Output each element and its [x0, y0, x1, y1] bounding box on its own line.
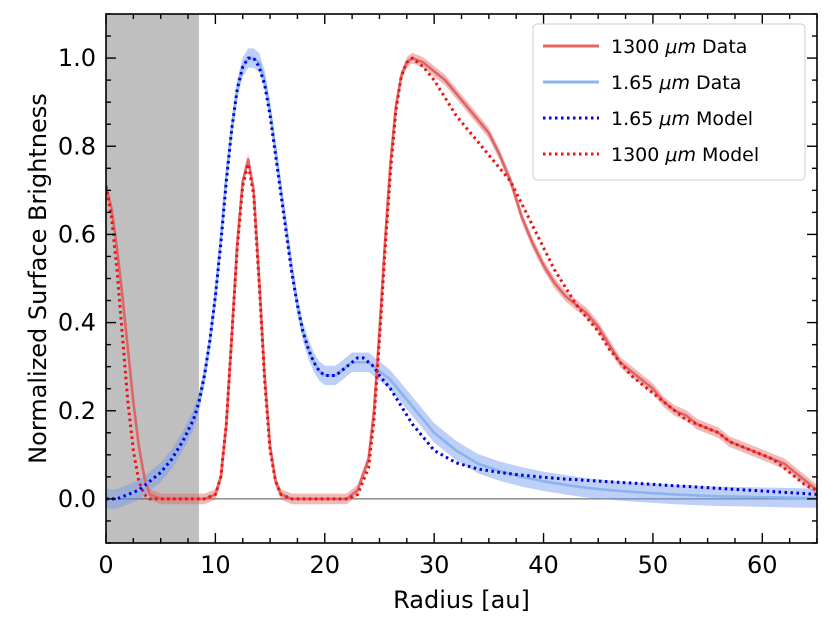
- legend-box: [532, 23, 806, 181]
- y-axis-title: Normalized Surface Brightness: [24, 93, 52, 464]
- y-tick-label: 0.0: [58, 485, 96, 513]
- y-tick-label: 1.0: [58, 44, 96, 72]
- y-tick-label: 0.4: [58, 309, 96, 337]
- x-tick-label: 30: [419, 551, 450, 579]
- 1p65-m-model-line: [106, 56, 817, 501]
- legend: 1300 μm Data 1.65 μm Data 1.65 μm Model 130…: [532, 23, 806, 181]
- x-tick-label: 20: [309, 551, 340, 579]
- plot-area: [106, 14, 817, 543]
- x-tick-label: 50: [638, 551, 669, 579]
- x-tick-label: 60: [747, 551, 778, 579]
- legend-label-1300-m-model: 1300 μm Model: [611, 144, 759, 166]
- axes: 0 10 20 30 40 50 60 0.0 0.2 0.4 0.6 0.8 1.0: [58, 13, 818, 579]
- y-tick-label: 0.8: [58, 132, 96, 160]
- y-tick-label: 0.6: [58, 220, 96, 248]
- y-tick-label: 0.2: [58, 397, 96, 425]
- x-tick-label: 0: [98, 551, 113, 579]
- x-axis-title: Radius [au]: [393, 586, 530, 614]
- legend-label-1p65-m-model: 1.65 μm Model: [611, 108, 753, 130]
- legend-label-1300-m-data: 1300 μm Data: [611, 36, 747, 58]
- x-tick-label: 10: [200, 551, 231, 579]
- legend-label-1p65-m-data: 1.65 μm Data: [611, 72, 741, 94]
- x-tick-label: 40: [528, 551, 559, 579]
